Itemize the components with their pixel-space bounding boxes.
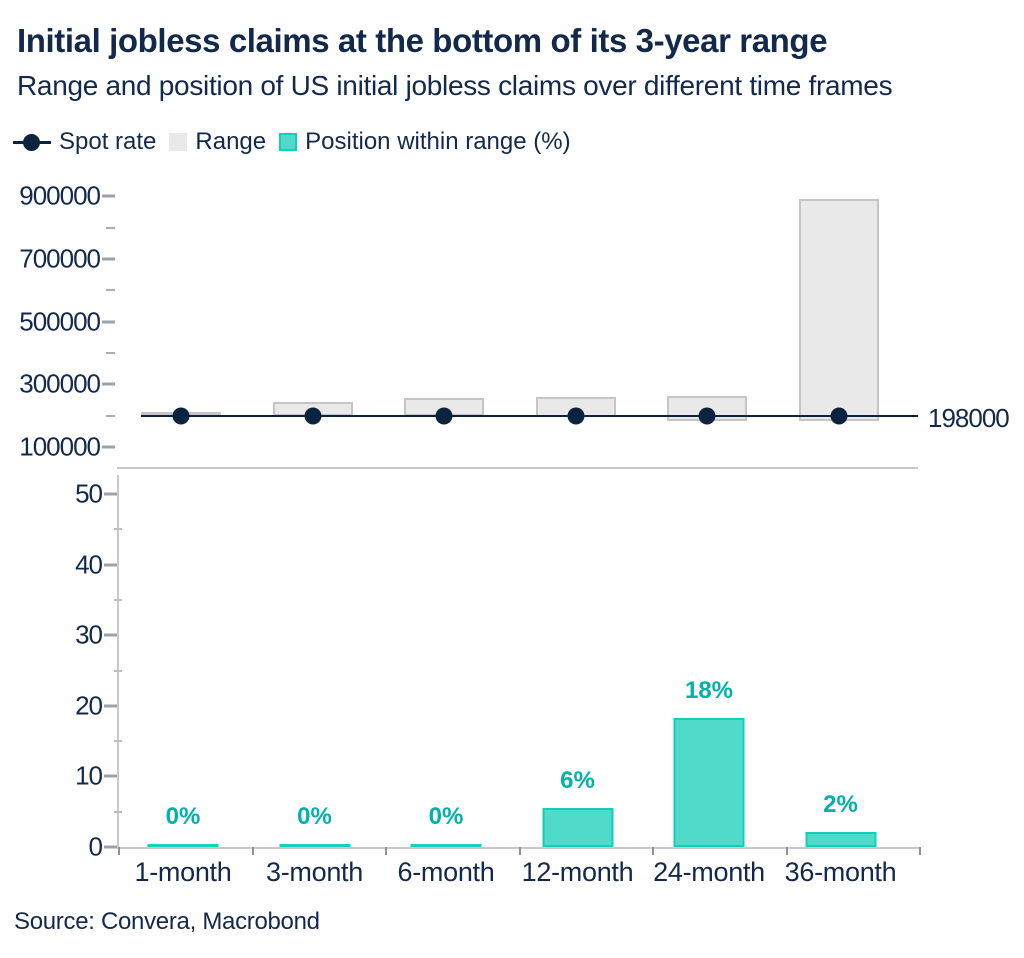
y-axis-tick-label: 500000 (19, 306, 101, 337)
x-axis-tick (118, 847, 120, 855)
position-bar (673, 717, 745, 847)
y-axis-major-tick (102, 194, 115, 198)
y-axis-minor-tick (106, 414, 115, 417)
y-axis-minor-tick (106, 351, 115, 354)
y-axis-major-tick (104, 845, 117, 849)
spot-rate-dot (304, 407, 321, 425)
spot-rate-line (141, 415, 918, 418)
legend-item-position: Position within range (%) (279, 128, 571, 156)
position-bar (410, 843, 482, 847)
x-axis-category-label: 6-month (397, 857, 495, 887)
y-axis-minor-tick (114, 669, 122, 672)
y-axis-minor-tick (106, 289, 115, 292)
position-swatch-icon (279, 133, 298, 151)
y-axis-major-tick (102, 257, 115, 261)
range-bar (798, 199, 879, 421)
position-bar-label: 6% (560, 767, 595, 795)
spot-rate-dot (830, 407, 847, 425)
y-axis-tick-label: 20 (75, 690, 103, 721)
y-axis-tick-label: 100000 (19, 431, 101, 462)
position-bar-label: 18% (684, 676, 734, 704)
legend-item-range: Range (169, 128, 266, 156)
y-axis-tick-label: 50 (75, 478, 103, 509)
x-axis-category-label: 3-month (266, 857, 363, 887)
bottom-panel-position-chart: 50 40 30 20 10 0 0% 0% 0% 6% 18% 2% 1-month 3-month 6-… (75, 475, 921, 887)
chart-subtitle: Range and position of US initial jobless… (17, 70, 893, 101)
source-note: Source: Convera, Macrobond (14, 908, 320, 935)
y-axis-tick-label: 300000 (19, 368, 101, 399)
legend: Spot rate Range Position within range (%… (13, 128, 571, 156)
legend-label: Position within range (%) (305, 128, 571, 155)
y-axis-major-tick (104, 774, 117, 778)
y-axis-major-tick (104, 633, 117, 637)
spot-rate-marker-icon (13, 133, 51, 151)
x-axis-category-label: 1-month (134, 857, 232, 887)
y-axis-minor-tick (114, 598, 122, 601)
position-bar (805, 832, 876, 847)
position-bar-label: 0% (165, 802, 201, 830)
y-axis-minor-tick (114, 810, 122, 813)
position-bar-label: 2% (823, 791, 858, 819)
position-bar (279, 843, 350, 847)
y-axis-tick-label: 40 (75, 549, 103, 580)
y-axis-tick-label: 30 (75, 619, 103, 650)
top-panel-range-chart: 900000 700000 500000 300000 100000 (19, 181, 918, 469)
x-axis-tick (785, 847, 788, 855)
position-bar-label: 0% (428, 802, 464, 830)
legend-label: Range (195, 128, 267, 155)
y-axis-tick-label: 900000 (19, 180, 101, 211)
y-axis-minor-tick (114, 528, 122, 531)
y-axis-major-tick (104, 563, 117, 567)
x-axis-category-label: 24-month (653, 857, 765, 887)
position-bar (542, 808, 613, 847)
x-axis-tick (385, 847, 387, 855)
range-swatch-icon (169, 133, 188, 151)
y-axis-tick-label: 0 (88, 831, 103, 862)
x-axis-tick (919, 847, 921, 855)
spot-rate-dot (172, 407, 190, 425)
x-axis-category-label: 12-month (521, 857, 634, 887)
y-axis-major-tick (102, 320, 115, 324)
x-axis-tick (251, 847, 254, 855)
legend-item-spot-rate: Spot rate (13, 128, 156, 156)
y-axis-major-tick (102, 445, 115, 449)
chart-title: Initial jobless claims at the bottom of … (17, 22, 828, 59)
x-axis-category-label: 36-month (784, 857, 897, 887)
x-axis-tick (652, 847, 654, 855)
spot-rate-dot (698, 407, 716, 425)
y-axis-minor-tick (106, 226, 115, 229)
legend-label: Spot rate (59, 128, 157, 155)
x-axis-tick (518, 847, 521, 855)
spot-value-annotation: 198000 (928, 403, 1010, 433)
y-axis-minor-tick (114, 740, 122, 743)
y-axis-major-tick (104, 704, 117, 708)
position-bar-label: 0% (297, 802, 332, 830)
y-axis-tick-label: 10 (75, 760, 103, 791)
y-axis-major-tick (102, 382, 115, 386)
y-axis-tick-label: 700000 (19, 243, 101, 274)
spot-rate-dot (435, 407, 453, 425)
spot-rate-dot (567, 407, 584, 425)
y-axis-major-tick (104, 492, 117, 496)
position-bar (147, 843, 219, 847)
